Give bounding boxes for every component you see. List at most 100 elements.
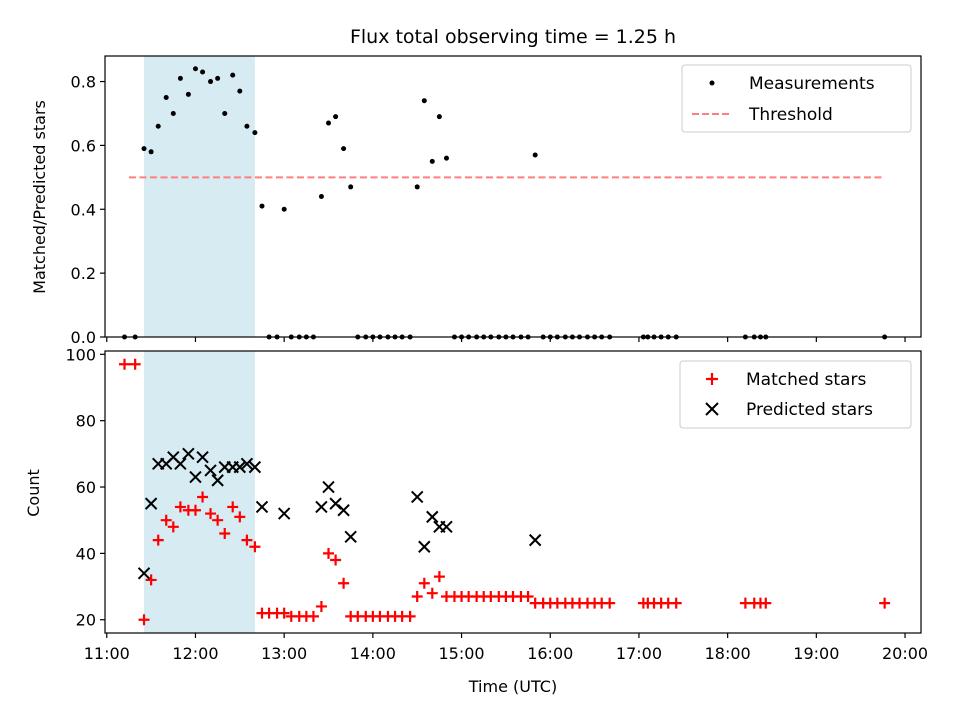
predicted-star-point: [337, 504, 350, 517]
matched-star-point: [426, 587, 438, 599]
measurement-point: [281, 206, 287, 212]
matched-star-point: [219, 527, 231, 539]
measurement-point: [414, 184, 420, 190]
predicted-star-point: [322, 480, 335, 494]
matched-star-point: [241, 534, 253, 546]
matched-star-point: [278, 607, 290, 619]
bottom-y-tick-label: 60: [76, 478, 96, 497]
x-axis-label: Time (UTC): [468, 677, 557, 696]
top-y-tick-label: 0.6: [71, 136, 96, 155]
x-tick-label: 13:00: [261, 644, 307, 663]
measurement-point: [443, 155, 449, 161]
matched-star-point: [174, 501, 186, 513]
top-y-tick-label: 0.0: [71, 328, 96, 347]
bottom-panel: 20 40 60 80 100 11:00 12:00 13:00 14:00 15:00 16:…: [24, 345, 928, 696]
predicted-stars-series: [137, 447, 542, 580]
bottom-y-tick-label: 20: [76, 611, 96, 630]
matched-star-point: [119, 358, 131, 370]
matched-star-point: [138, 614, 150, 626]
measurement-point: [326, 120, 332, 126]
matched-stars-series: [119, 358, 891, 626]
measurement-point: [177, 75, 183, 81]
predicted-star-point: [440, 520, 453, 534]
legend-predicted-marker: [705, 402, 719, 416]
matched-star-point: [404, 610, 416, 622]
legend-matched-label: Matched stars: [746, 370, 866, 390]
predicted-star-point: [211, 474, 224, 487]
predicted-star-point: [137, 567, 151, 580]
measurement-point: [192, 66, 198, 72]
x-tick-label: 11:00: [84, 644, 130, 663]
measurement-point: [244, 123, 250, 129]
legend-predicted-label: Predicted stars: [746, 400, 873, 420]
top-x-ticks: [106, 337, 906, 342]
measurement-point: [341, 146, 347, 152]
predicted-star-point: [344, 530, 357, 543]
predicted-star-point: [144, 497, 158, 510]
predicted-star-point: [277, 507, 291, 520]
matched-star-point: [212, 514, 224, 526]
measurement-point: [348, 184, 354, 190]
predicted-star-point: [196, 450, 209, 464]
measurement-point: [436, 114, 442, 120]
x-tick-label: 15:00: [439, 644, 485, 663]
matched-star-point: [411, 591, 423, 603]
bottom-axes-frame: [104, 350, 922, 634]
matched-star-point: [189, 504, 201, 516]
observing-time-span: [144, 351, 255, 633]
predicted-star-point: [189, 470, 202, 484]
x-tick-label: 16:00: [527, 644, 573, 663]
measurement-point: [532, 152, 538, 158]
matched-star-point: [323, 547, 335, 559]
matched-star-point: [418, 577, 430, 589]
bottom-y-axis-label: Count: [24, 469, 43, 517]
top-panel: Flux total observing time = 1.25 h 0.00.…: [30, 26, 922, 347]
top-y-tick-label: 0.4: [71, 200, 96, 219]
top-legend-box: [681, 64, 912, 133]
measurement-point: [141, 146, 147, 152]
measurement-point: [215, 75, 221, 81]
bottom-x-ticks: 11:00 12:00 13:00 14:00 15:00 16:00 17:00 18:00…: [84, 633, 928, 663]
bottom-legend-box: [679, 360, 912, 429]
top-legend: Measurements Threshold: [681, 64, 912, 133]
matched-star-point: [433, 571, 445, 583]
predicted-star-point: [182, 447, 195, 461]
legend-matched-marker: [706, 373, 718, 385]
matched-star-point: [330, 554, 342, 566]
matched-star-point: [338, 577, 350, 589]
measurement-point: [185, 91, 191, 97]
measurement-point: [230, 72, 236, 78]
predicted-star-point: [204, 464, 217, 477]
top-y-tick-label: 0.2: [71, 264, 96, 283]
measurement-point: [222, 110, 228, 116]
measurement-point: [208, 79, 214, 85]
predicted-star-point: [315, 500, 328, 514]
predicted-star-point: [418, 540, 431, 553]
measurement-point: [429, 158, 435, 164]
measurement-point: [252, 130, 258, 136]
matched-star-point: [879, 597, 891, 609]
matched-star-point: [227, 501, 239, 513]
predicted-star-point: [240, 457, 254, 471]
matched-star-point: [315, 600, 327, 612]
measurement-point: [237, 88, 243, 94]
measurement-point: [318, 194, 324, 199]
matched-star-point: [145, 574, 157, 586]
matched-star-point: [307, 610, 319, 622]
top-axes-frame: [104, 55, 922, 338]
matched-star-point: [522, 591, 534, 603]
bottom-y-ticks: 20 40 60 80 100: [65, 345, 105, 630]
legend-measurements-marker: [709, 80, 715, 86]
matched-star-point: [205, 508, 217, 520]
top-y-axis-label: Matched/Predicted stars: [30, 100, 49, 294]
matched-star-point: [604, 597, 616, 609]
matched-star-point: [167, 521, 179, 533]
matched-star-point: [129, 358, 141, 370]
predicted-star-point: [233, 460, 247, 474]
measurement-point: [148, 149, 154, 155]
matched-star-point: [670, 597, 682, 609]
predicted-star-point: [174, 457, 187, 471]
matched-star-point: [760, 597, 772, 609]
x-tick-label: 17:00: [616, 644, 662, 663]
